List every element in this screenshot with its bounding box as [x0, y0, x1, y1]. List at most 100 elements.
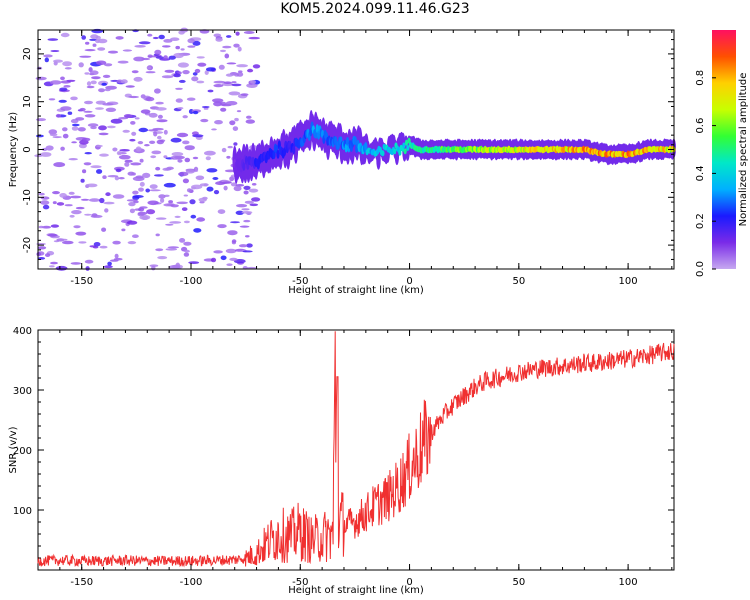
heatmap-cell: [70, 262, 82, 265]
heatmap-cell: [81, 137, 91, 142]
heatmap-cell: [117, 60, 129, 64]
heatmap-cell: [132, 234, 139, 238]
heatmap-cell: [55, 265, 68, 271]
heatmap-cell: [114, 176, 120, 181]
heatmap-ytick-label: 20: [22, 48, 33, 61]
heatmap-cell: [49, 133, 58, 137]
heatmap-cell: [90, 70, 99, 75]
heatmap-cell: [98, 125, 107, 131]
heatmap-cell: [71, 210, 82, 215]
heatmap-cell: [182, 178, 189, 184]
heatmap-cell: [96, 169, 103, 174]
heatmap-cell: [107, 175, 119, 178]
heatmap-ytick-label: 10: [22, 95, 33, 108]
heatmap-cell: [344, 143, 348, 153]
heatmap-cell: [73, 225, 81, 229]
heatmap-cell: [175, 262, 180, 268]
heatmap-cell: [241, 208, 250, 211]
heatmap-cell: [224, 53, 230, 59]
heatmap-cell: [247, 68, 254, 73]
heatmap-cell: [68, 158, 78, 161]
heatmap-cell: [71, 123, 80, 127]
heatmap-cell: [44, 57, 49, 63]
heatmap-cell: [245, 119, 255, 124]
snr-xtick-label: 50: [512, 577, 525, 588]
heatmap-cell: [52, 191, 60, 195]
heatmap-cell: [98, 132, 109, 136]
heatmap-cell: [196, 56, 205, 59]
heatmap-cell: [191, 184, 203, 190]
heatmap-cell: [220, 107, 227, 112]
heatmap-cell: [181, 207, 188, 212]
heatmap-cell: [66, 79, 76, 82]
heatmap-cell: [246, 83, 258, 88]
heatmap-cell: [132, 195, 144, 198]
heatmap-cell: [131, 70, 139, 74]
heatmap-cell: [163, 55, 168, 60]
heatmap-cell: [315, 124, 319, 134]
snr-ticks: -150 -100 -50 0 50 100 100 200 300 400: [13, 326, 674, 588]
heatmap-cell: [104, 63, 113, 67]
heatmap-cell: [191, 76, 199, 82]
heatmap-cell: [213, 190, 220, 195]
heatmap-cell: [282, 147, 287, 157]
heatmap-cell: [90, 214, 103, 218]
heatmap-cell: [134, 117, 140, 120]
heatmap-cell: [158, 194, 166, 199]
heatmap-cell: [99, 153, 109, 157]
heatmap-cell: [81, 35, 86, 40]
heatmap-cell: [147, 129, 159, 132]
colorbar-label: Normalized spectral amplitude: [738, 73, 749, 227]
heatmap-cell: [86, 81, 92, 86]
heatmap-cell: [180, 48, 185, 51]
heatmap-cell: [47, 38, 59, 41]
heatmap-cell: [38, 225, 44, 229]
heatmap-cell: [139, 158, 144, 163]
heatmap-cell: [145, 96, 155, 102]
heatmap-cell: [62, 240, 74, 245]
heatmap-cell: [212, 177, 219, 180]
heatmap-cell: [176, 132, 189, 138]
heatmap-cell: [37, 246, 47, 250]
heatmap-cell: [71, 126, 79, 131]
heatmap-cell: [229, 120, 236, 126]
heatmap-cell: [90, 165, 102, 169]
heatmap-cell: [45, 145, 54, 151]
heatmap-cell: [214, 120, 223, 125]
heatmap-xtick-label: -150: [70, 276, 93, 287]
heatmap-cell: [128, 95, 140, 99]
heatmap-cell: [176, 201, 188, 205]
heatmap-cell: [150, 155, 157, 159]
heatmap-cell: [124, 159, 133, 163]
heatmap-cell: [137, 212, 145, 217]
heatmap-cell: [206, 186, 214, 192]
heatmap-cell: [50, 50, 60, 52]
heatmap-cell: [243, 190, 249, 195]
heatmap-cell: [67, 111, 73, 115]
heatmap-cell: [164, 69, 175, 73]
heatmap-cell: [60, 76, 65, 81]
heatmap-cell: [95, 60, 107, 66]
heatmap-cell: [138, 187, 144, 192]
heatmap-cell: [107, 125, 116, 129]
heatmap-cell: [53, 162, 66, 168]
heatmap-cell: [231, 239, 237, 243]
heatmap-cell: [173, 73, 181, 78]
heatmap-cell: [71, 141, 77, 144]
heatmap-cell: [84, 72, 90, 75]
heatmap-cell: [56, 202, 65, 206]
heatmap-cell: [155, 217, 167, 220]
heatmap-cell: [131, 131, 137, 136]
heatmap-cell: [237, 46, 242, 52]
heatmap-cell: [218, 64, 225, 70]
heatmap-cell: [231, 81, 237, 84]
heatmap-cell: [163, 129, 168, 135]
heatmap-cell: [219, 101, 227, 106]
heatmap-cell: [170, 37, 180, 41]
heatmap-cell: [62, 61, 72, 67]
heatmap-cell: [133, 56, 145, 62]
heatmap-cell: [80, 198, 90, 201]
heatmap-cell: [62, 133, 69, 139]
heatmap-cell: [149, 189, 161, 192]
heatmap-cell: [47, 233, 58, 237]
